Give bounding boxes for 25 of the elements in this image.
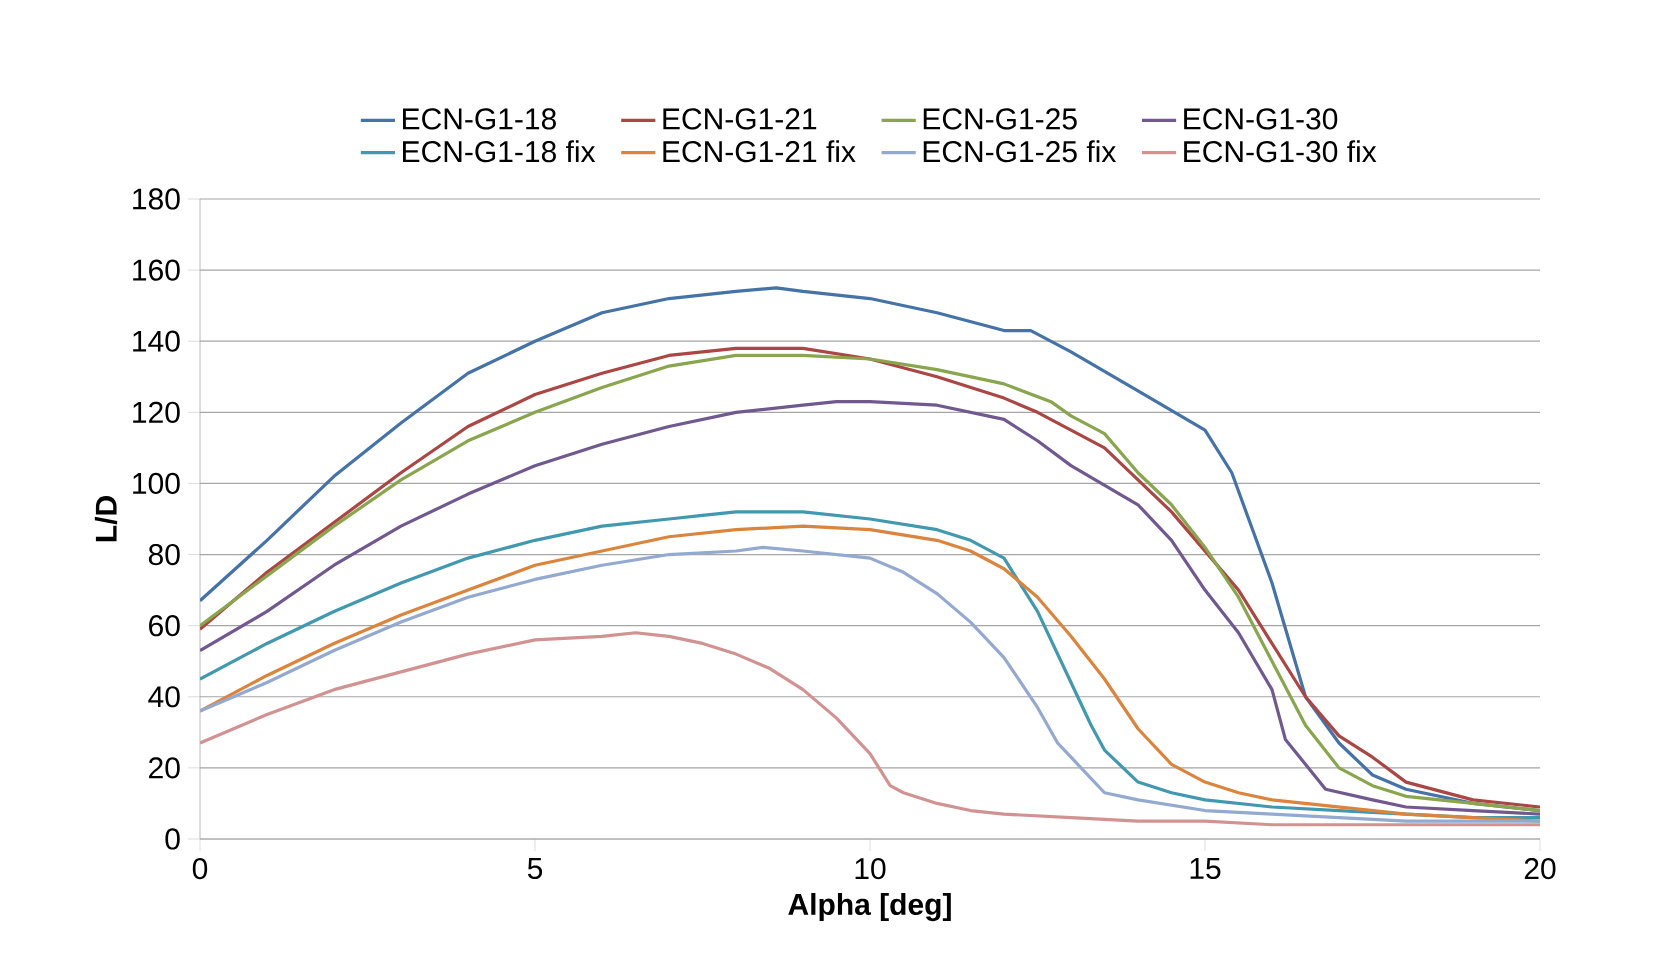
y-tick-label: 0 bbox=[165, 828, 180, 850]
x-tick-label: 0 bbox=[192, 858, 208, 880]
y-tick-label: 140 bbox=[133, 330, 180, 352]
y-tick-label: 160 bbox=[133, 259, 180, 281]
legend-label: ECN-G1-25 bbox=[923, 108, 1077, 130]
legend-label: ECN-G1-21 bbox=[663, 108, 817, 130]
legend-label: ECN-G1-21 fix bbox=[663, 140, 856, 163]
y-axis-title: L/D bbox=[94, 496, 118, 542]
y-tick-label: 60 bbox=[149, 615, 180, 637]
legend-label: ECN-G1-30 bbox=[1184, 108, 1338, 130]
x-tick-label: 5 bbox=[527, 858, 543, 879]
y-tick-label: 20 bbox=[149, 757, 180, 779]
legend-label: ECN-G1-18 fix bbox=[403, 140, 596, 163]
y-tick-label: 120 bbox=[133, 401, 180, 423]
y-tick-label: 40 bbox=[148, 686, 180, 708]
x-axis-title: Alpha [deg] bbox=[788, 893, 951, 922]
y-tick-label: 80 bbox=[148, 543, 180, 566]
legend-label: ECN-G1-18 bbox=[403, 108, 556, 130]
y-tick-label: 180 bbox=[133, 188, 180, 210]
legend-label: ECN-G1-30 fix bbox=[1184, 140, 1377, 163]
x-tick-label: 20 bbox=[1524, 858, 1556, 880]
y-tick-label: 100 bbox=[133, 472, 180, 495]
x-tick-label: 10 bbox=[855, 858, 886, 880]
legend-label: ECN-G1-25 fix bbox=[923, 140, 1117, 163]
x-tick-label: 15 bbox=[1190, 858, 1221, 879]
